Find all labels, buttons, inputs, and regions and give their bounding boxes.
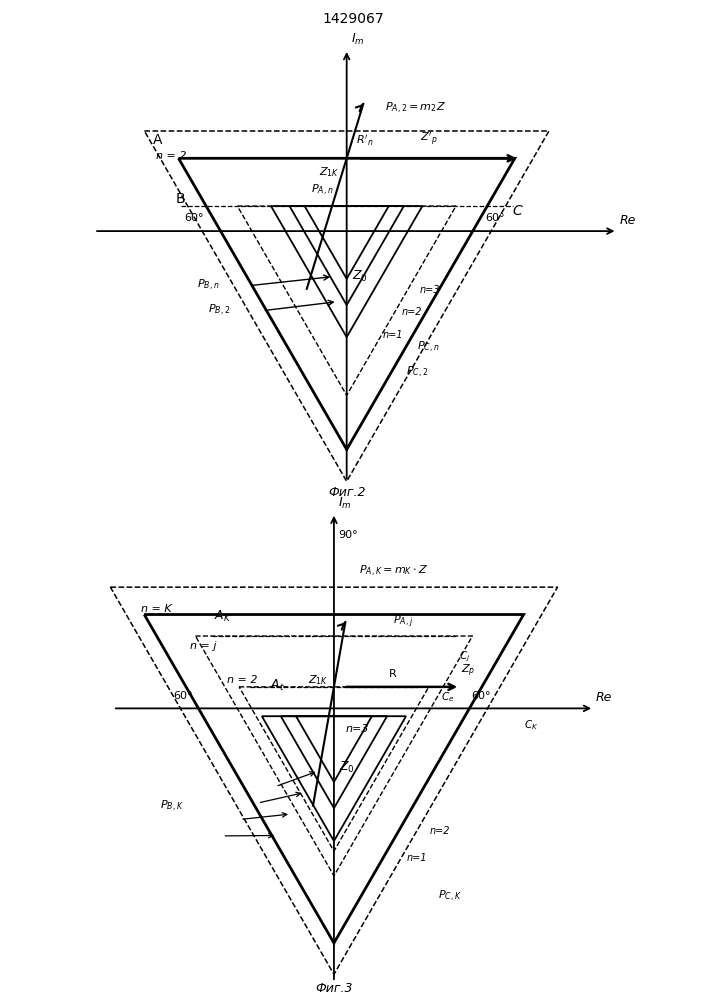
Text: $Z_p$: $Z_p$ — [461, 663, 475, 679]
Text: $P_{B,K}$: $P_{B,K}$ — [160, 799, 183, 814]
Text: n = 2: n = 2 — [156, 151, 187, 161]
Text: n = 2: n = 2 — [227, 675, 257, 685]
Text: 60°: 60° — [471, 691, 491, 701]
Text: Фиг.2: Фиг.2 — [328, 486, 366, 499]
Text: n=2: n=2 — [402, 307, 422, 317]
Text: $P_{B,2}$: $P_{B,2}$ — [209, 303, 230, 318]
Text: C: C — [513, 204, 522, 218]
Text: 60°: 60° — [485, 213, 504, 223]
Text: $I_m$: $I_m$ — [338, 496, 351, 511]
Text: Re: Re — [596, 691, 612, 704]
Text: $C_K$: $C_K$ — [524, 718, 538, 732]
Text: $P_{A,K} = m_K \cdot Z$: $P_{A,K} = m_K \cdot Z$ — [359, 564, 428, 579]
Text: $P_{A,n}$: $P_{A,n}$ — [310, 183, 333, 198]
Text: B: B — [176, 192, 185, 206]
Text: $P_{C,K}$: $P_{C,K}$ — [438, 889, 462, 904]
Text: Re: Re — [619, 214, 636, 227]
Text: n=1: n=1 — [383, 330, 404, 340]
Text: n = K: n = K — [141, 604, 171, 614]
Text: n=3: n=3 — [346, 724, 369, 734]
Text: $Z_0$: $Z_0$ — [339, 760, 354, 775]
Text: $A_t$: $A_t$ — [270, 678, 285, 693]
Text: $A_K$: $A_K$ — [214, 609, 231, 624]
Text: n=1: n=1 — [407, 853, 427, 863]
Text: 90°: 90° — [339, 530, 358, 540]
Text: $C_e$: $C_e$ — [440, 691, 454, 704]
Text: n=3: n=3 — [419, 285, 440, 295]
Text: $P_{A,2} = m_2 Z$: $P_{A,2} = m_2 Z$ — [385, 101, 446, 116]
Text: 60°: 60° — [185, 213, 204, 223]
Text: $P_{A,j}$: $P_{A,j}$ — [392, 614, 413, 630]
Text: Фиг.3: Фиг.3 — [315, 982, 353, 995]
Text: $I_m$: $I_m$ — [351, 32, 365, 47]
Text: $P_{B,n}$: $P_{B,n}$ — [197, 278, 219, 293]
Text: n=2: n=2 — [430, 826, 450, 836]
Text: $Z_{1K}$: $Z_{1K}$ — [308, 673, 328, 687]
Text: $Z_0$: $Z_0$ — [352, 269, 368, 284]
Text: $R'_n$: $R'_n$ — [356, 133, 373, 148]
Text: $P_{C,n}$: $P_{C,n}$ — [417, 340, 440, 355]
Text: R: R — [389, 669, 397, 679]
Text: $Z_{1K}$: $Z_{1K}$ — [320, 165, 340, 179]
Text: $C_j$: $C_j$ — [460, 649, 471, 664]
Text: $P_{C,2}$: $P_{C,2}$ — [406, 365, 428, 380]
Text: n = j: n = j — [189, 641, 216, 651]
Text: 60°: 60° — [174, 691, 193, 701]
Text: $Z'_p$: $Z'_p$ — [420, 131, 438, 148]
Text: 1429067: 1429067 — [322, 12, 385, 26]
Text: A: A — [153, 133, 163, 147]
